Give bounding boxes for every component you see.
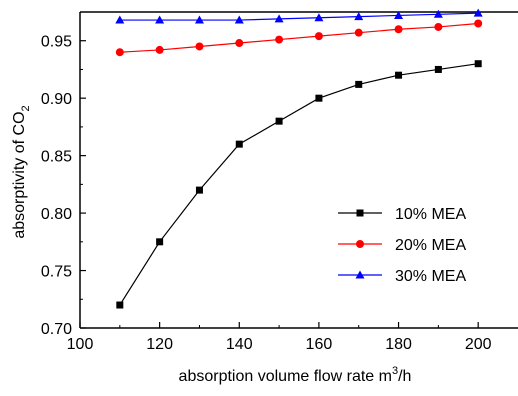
data-point bbox=[155, 45, 164, 54]
series-layer bbox=[115, 8, 483, 309]
x-axis-title: absorption volume flow rate m3/h bbox=[179, 365, 412, 385]
data-point bbox=[195, 42, 204, 51]
data-point bbox=[235, 39, 244, 48]
data-point bbox=[394, 10, 404, 19]
data-point bbox=[194, 15, 204, 24]
data-point bbox=[314, 32, 323, 41]
data-point bbox=[234, 15, 244, 24]
data-point bbox=[275, 117, 283, 125]
data-point bbox=[155, 15, 165, 24]
data-point bbox=[394, 25, 403, 34]
data-point bbox=[433, 9, 443, 18]
data-point bbox=[275, 35, 284, 44]
data-point bbox=[434, 22, 443, 31]
data-point bbox=[195, 186, 203, 194]
legend-item: 30% MEA bbox=[338, 268, 466, 285]
data-point bbox=[474, 19, 483, 28]
legend-marker bbox=[356, 209, 364, 217]
y-tick-label: 0.75 bbox=[41, 264, 72, 281]
data-point bbox=[434, 65, 442, 73]
legend: 10% MEA 20% MEA 30% MEA bbox=[338, 206, 466, 285]
data-point bbox=[115, 48, 124, 57]
series-3 bbox=[115, 8, 483, 24]
y-tick-label: 0.90 bbox=[41, 91, 72, 108]
data-point bbox=[395, 71, 403, 79]
y-axis-ticks: 0.70 0.75 0.80 0.85 0.90 0.95 bbox=[41, 34, 86, 338]
data-point bbox=[355, 80, 363, 88]
y-tick-label: 0.80 bbox=[41, 206, 72, 223]
x-tick-label: 140 bbox=[226, 336, 253, 353]
x-axis-ticks: 100 120 140 160 180 200 bbox=[67, 322, 492, 353]
data-point bbox=[274, 14, 284, 23]
data-point bbox=[473, 8, 483, 17]
x-tick-label: 200 bbox=[465, 336, 492, 353]
x-tick-label: 120 bbox=[146, 336, 173, 353]
y-tick-label: 0.95 bbox=[41, 34, 72, 51]
y-tick-label: 0.70 bbox=[41, 321, 72, 338]
series-line bbox=[119, 22, 479, 53]
legend-item: 10% MEA bbox=[338, 206, 466, 223]
data-point bbox=[474, 60, 482, 68]
data-point bbox=[354, 28, 363, 37]
y-axis-title-subscript: 2 bbox=[20, 105, 32, 111]
plot-area bbox=[79, 11, 518, 329]
series-2 bbox=[115, 19, 483, 57]
data-point bbox=[115, 15, 125, 24]
series-line bbox=[119, 63, 479, 306]
data-point bbox=[235, 140, 243, 148]
legend-label: 10% MEA bbox=[395, 206, 466, 223]
y-tick-label: 0.85 bbox=[41, 149, 72, 166]
x-tick-label: 160 bbox=[306, 336, 333, 353]
x-tick-label: 180 bbox=[385, 336, 412, 353]
legend-marker bbox=[355, 270, 365, 279]
y-axis-title: absorptivity of CO2 bbox=[11, 105, 32, 238]
legend-marker bbox=[356, 240, 364, 248]
x-tick-label: 100 bbox=[67, 336, 94, 353]
data-point bbox=[314, 13, 324, 22]
legend-label: 20% MEA bbox=[395, 237, 466, 254]
x-axis-title-superscript: 3 bbox=[392, 365, 398, 377]
data-point bbox=[315, 94, 323, 102]
data-point bbox=[116, 301, 124, 309]
data-point bbox=[156, 238, 164, 246]
series-line bbox=[119, 12, 479, 21]
data-point bbox=[354, 12, 364, 21]
legend-item: 20% MEA bbox=[338, 237, 466, 254]
legend-label: 30% MEA bbox=[395, 268, 466, 285]
x-axis-title-suffix: /h bbox=[398, 368, 411, 385]
series-1 bbox=[116, 60, 482, 309]
